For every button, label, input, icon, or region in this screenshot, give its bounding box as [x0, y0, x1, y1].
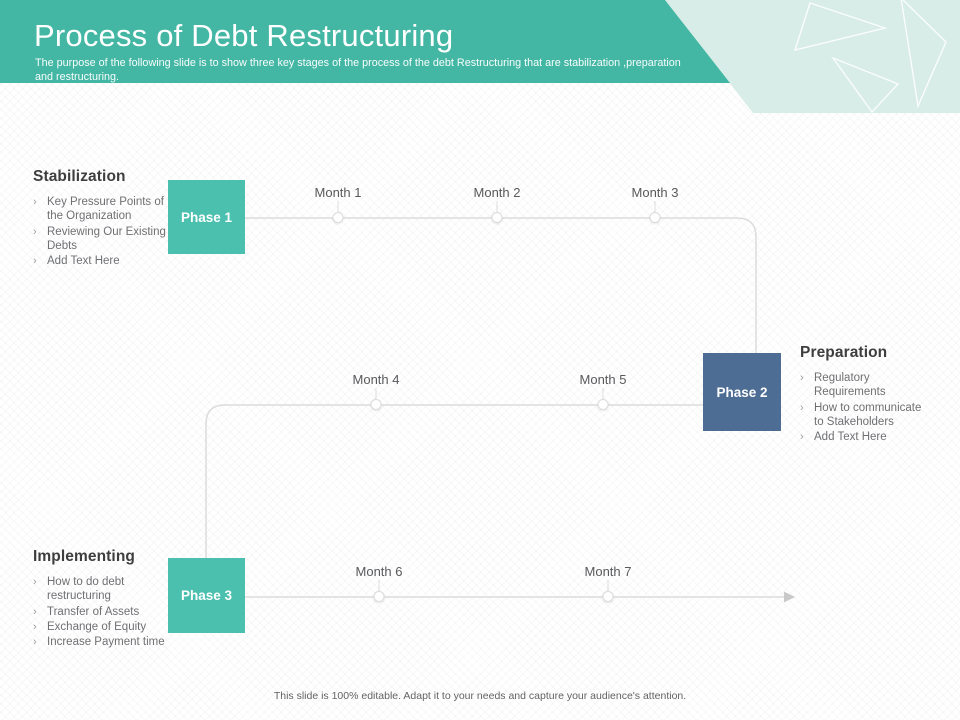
timeline-node-icon: [602, 591, 614, 602]
chevron-bullet-icon: ›: [33, 636, 37, 649]
timeline-node-icon: [370, 399, 382, 410]
phase-1-box: Phase 1: [168, 180, 245, 254]
list-item: › Transfer of Assets: [33, 605, 140, 618]
tick-line: [375, 388, 377, 400]
bullet-list: › How to do debt restructuring › Transfe…: [33, 575, 185, 649]
tick-line: [378, 580, 380, 592]
chevron-bullet-icon: ›: [800, 431, 804, 444]
page-title: Process of Debt Restructuring: [34, 18, 454, 53]
connector-row1: [245, 217, 757, 353]
triangle-decor-icon: [793, 0, 947, 113]
section-implementing: Implementing › How to do debt restructur…: [33, 548, 185, 650]
page-subtitle: The purpose of the following slide is to…: [35, 57, 681, 84]
chevron-bullet-icon: ›: [800, 372, 804, 384]
chevron-bullet-icon: ›: [800, 401, 804, 414]
bullet-list: › Regulatory Requirements › How to commu…: [800, 371, 932, 444]
month-marker-4: Month 4: [352, 372, 400, 410]
month-marker-7: Month 7: [584, 564, 632, 602]
bullet-list: › Key Pressure Points of the Organizatio…: [33, 195, 167, 268]
month-marker-6: Month 6: [355, 564, 403, 602]
month-marker-1: Month 1: [314, 185, 362, 223]
month-label: Month 2: [473, 185, 521, 200]
phase-3-box: Phase 3: [168, 558, 245, 633]
list-item: › Regulatory Requirements: [800, 372, 886, 399]
list-item: › Key Pressure Points of the Organizatio…: [33, 196, 164, 223]
chevron-bullet-icon: ›: [33, 225, 37, 238]
footer-note: This slide is 100% editable. Adapt it to…: [273, 690, 687, 702]
tick-line: [607, 580, 609, 592]
tick-line: [602, 388, 604, 400]
month-label: Month 3: [631, 185, 679, 200]
chevron-bullet-icon: ›: [33, 605, 37, 618]
section-stabilization: Stabilization › Key Pressure Points of t…: [33, 168, 167, 269]
chevron-bullet-icon: ›: [33, 620, 37, 633]
phase-2-label: Phase 2: [716, 384, 768, 400]
section-heading: Implementing: [33, 548, 135, 565]
month-marker-2: Month 2: [473, 185, 521, 223]
chevron-bullet-icon: ›: [33, 196, 37, 208]
month-label: Month 4: [352, 372, 400, 387]
tick-line: [496, 201, 498, 213]
header-teal-shape: [0, 0, 730, 83]
list-item: › Add Text Here: [800, 431, 887, 444]
timeline-node-icon: [491, 212, 503, 223]
timeline-node-icon: [597, 399, 609, 410]
chevron-bullet-icon: ›: [33, 576, 37, 588]
month-label: Month 1: [314, 185, 362, 200]
month-marker-5: Month 5: [579, 372, 627, 410]
list-item: › Increase Payment time: [33, 636, 165, 649]
connector-row2: [205, 404, 703, 558]
phase-2-box: Phase 2: [703, 353, 781, 431]
timeline-node-icon: [332, 212, 344, 223]
month-label: Month 5: [579, 372, 627, 387]
section-preparation: Preparation › Regulatory Requirements › …: [800, 344, 932, 445]
section-heading: Stabilization: [33, 168, 126, 185]
timeline-node-icon: [373, 591, 385, 602]
month-label: Month 6: [355, 564, 403, 579]
tick-line: [654, 201, 656, 213]
list-item: › How to communicate to Stakeholders: [800, 401, 922, 428]
month-marker-3: Month 3: [631, 185, 679, 223]
tick-line: [337, 201, 339, 213]
phase-1-label: Phase 1: [180, 209, 233, 225]
list-item: › Add Text Here: [33, 255, 120, 268]
list-item: › Exchange of Equity: [33, 620, 147, 633]
arrowhead-icon: [784, 591, 795, 603]
list-item: › How to do debt restructuring: [33, 576, 125, 603]
section-heading: Preparation: [800, 344, 888, 361]
month-label: Month 7: [584, 564, 632, 579]
timeline-node-icon: [649, 212, 661, 223]
phase-3-label: Phase 3: [180, 588, 233, 603]
header-background: [0, 0, 960, 113]
chevron-bullet-icon: ›: [33, 255, 37, 268]
list-item: › Reviewing Our Existing Debts: [33, 225, 166, 252]
